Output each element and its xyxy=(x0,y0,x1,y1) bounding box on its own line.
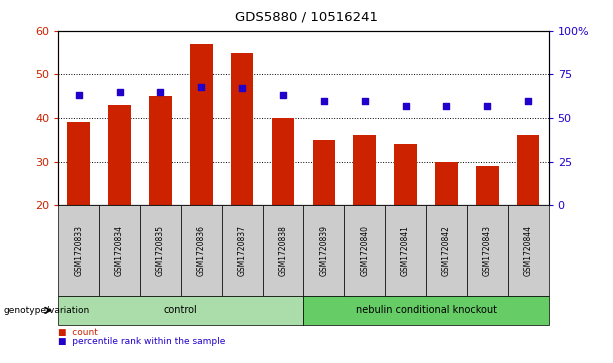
Text: GSM1720844: GSM1720844 xyxy=(524,225,533,276)
Text: GSM1720841: GSM1720841 xyxy=(401,225,410,276)
Bar xyxy=(222,205,262,296)
Text: GSM1720837: GSM1720837 xyxy=(238,225,246,276)
Text: GSM1720836: GSM1720836 xyxy=(197,225,206,276)
Bar xyxy=(262,205,303,296)
Text: GSM1720834: GSM1720834 xyxy=(115,225,124,276)
Text: genotype/variation: genotype/variation xyxy=(3,306,89,315)
Text: ■  percentile rank within the sample: ■ percentile rank within the sample xyxy=(58,338,226,346)
Text: GSM1720839: GSM1720839 xyxy=(319,225,329,276)
Bar xyxy=(67,122,90,205)
Bar xyxy=(313,140,335,205)
Point xyxy=(156,89,166,95)
Text: GSM1720842: GSM1720842 xyxy=(442,225,451,276)
Point xyxy=(524,98,533,103)
Bar xyxy=(272,118,294,205)
Bar xyxy=(303,296,549,325)
Bar xyxy=(517,135,539,205)
Bar xyxy=(99,205,140,296)
Bar xyxy=(231,53,253,205)
Bar xyxy=(109,105,131,205)
Bar xyxy=(140,205,181,296)
Point xyxy=(319,98,329,103)
Bar xyxy=(508,205,549,296)
Text: GDS5880 / 10516241: GDS5880 / 10516241 xyxy=(235,11,378,24)
Text: GSM1720835: GSM1720835 xyxy=(156,225,165,276)
Point xyxy=(74,93,83,98)
Point xyxy=(441,103,451,109)
Text: GSM1720843: GSM1720843 xyxy=(483,225,492,276)
Bar xyxy=(303,205,345,296)
Point xyxy=(237,85,247,91)
Point xyxy=(115,89,124,95)
Bar xyxy=(467,205,508,296)
Bar xyxy=(394,144,417,205)
Text: GSM1720840: GSM1720840 xyxy=(360,225,369,276)
Point xyxy=(482,103,492,109)
Text: ■  count: ■ count xyxy=(58,329,98,337)
Point xyxy=(360,98,370,103)
Bar xyxy=(345,205,385,296)
Bar xyxy=(181,205,222,296)
Text: control: control xyxy=(164,305,198,315)
Point xyxy=(401,103,411,109)
Bar xyxy=(476,166,498,205)
Bar xyxy=(354,135,376,205)
Bar xyxy=(149,96,172,205)
Text: GSM1720833: GSM1720833 xyxy=(74,225,83,276)
Bar xyxy=(385,205,426,296)
Text: nebulin conditional knockout: nebulin conditional knockout xyxy=(356,305,497,315)
Bar xyxy=(435,162,458,205)
Bar xyxy=(58,205,99,296)
Bar xyxy=(58,296,303,325)
Bar xyxy=(426,205,467,296)
Bar xyxy=(190,44,213,205)
Point xyxy=(196,84,206,90)
Text: GSM1720838: GSM1720838 xyxy=(278,225,287,276)
Point xyxy=(278,93,288,98)
